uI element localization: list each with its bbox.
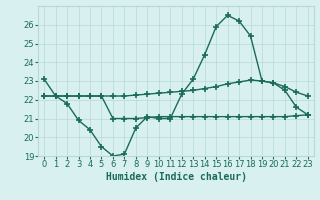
X-axis label: Humidex (Indice chaleur): Humidex (Indice chaleur)	[106, 172, 246, 182]
